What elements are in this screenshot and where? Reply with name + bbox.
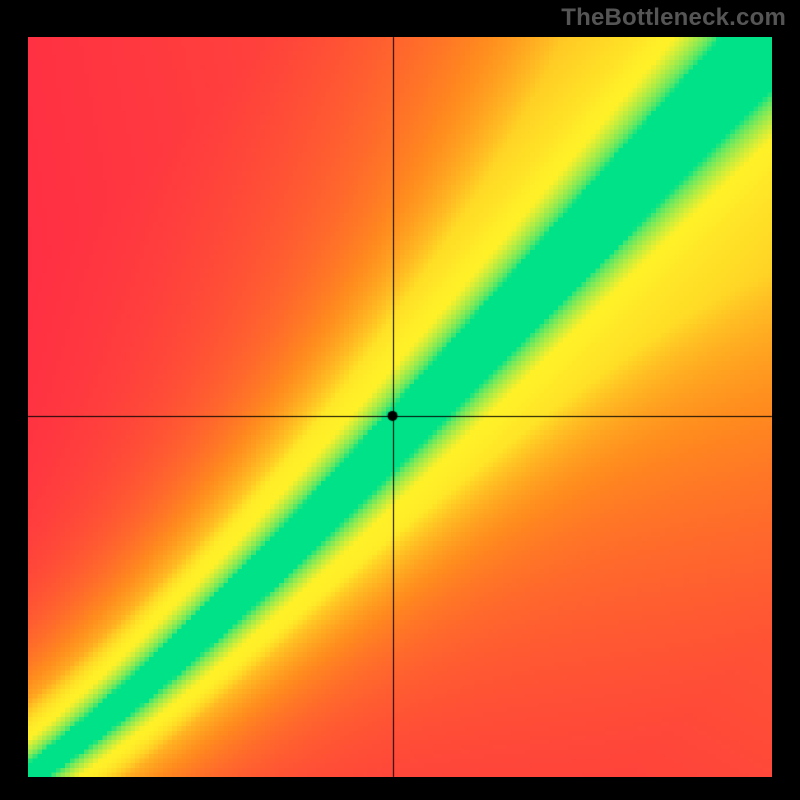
- chart-container: TheBottleneck.com: [0, 0, 800, 800]
- crosshair-overlay: [0, 0, 800, 800]
